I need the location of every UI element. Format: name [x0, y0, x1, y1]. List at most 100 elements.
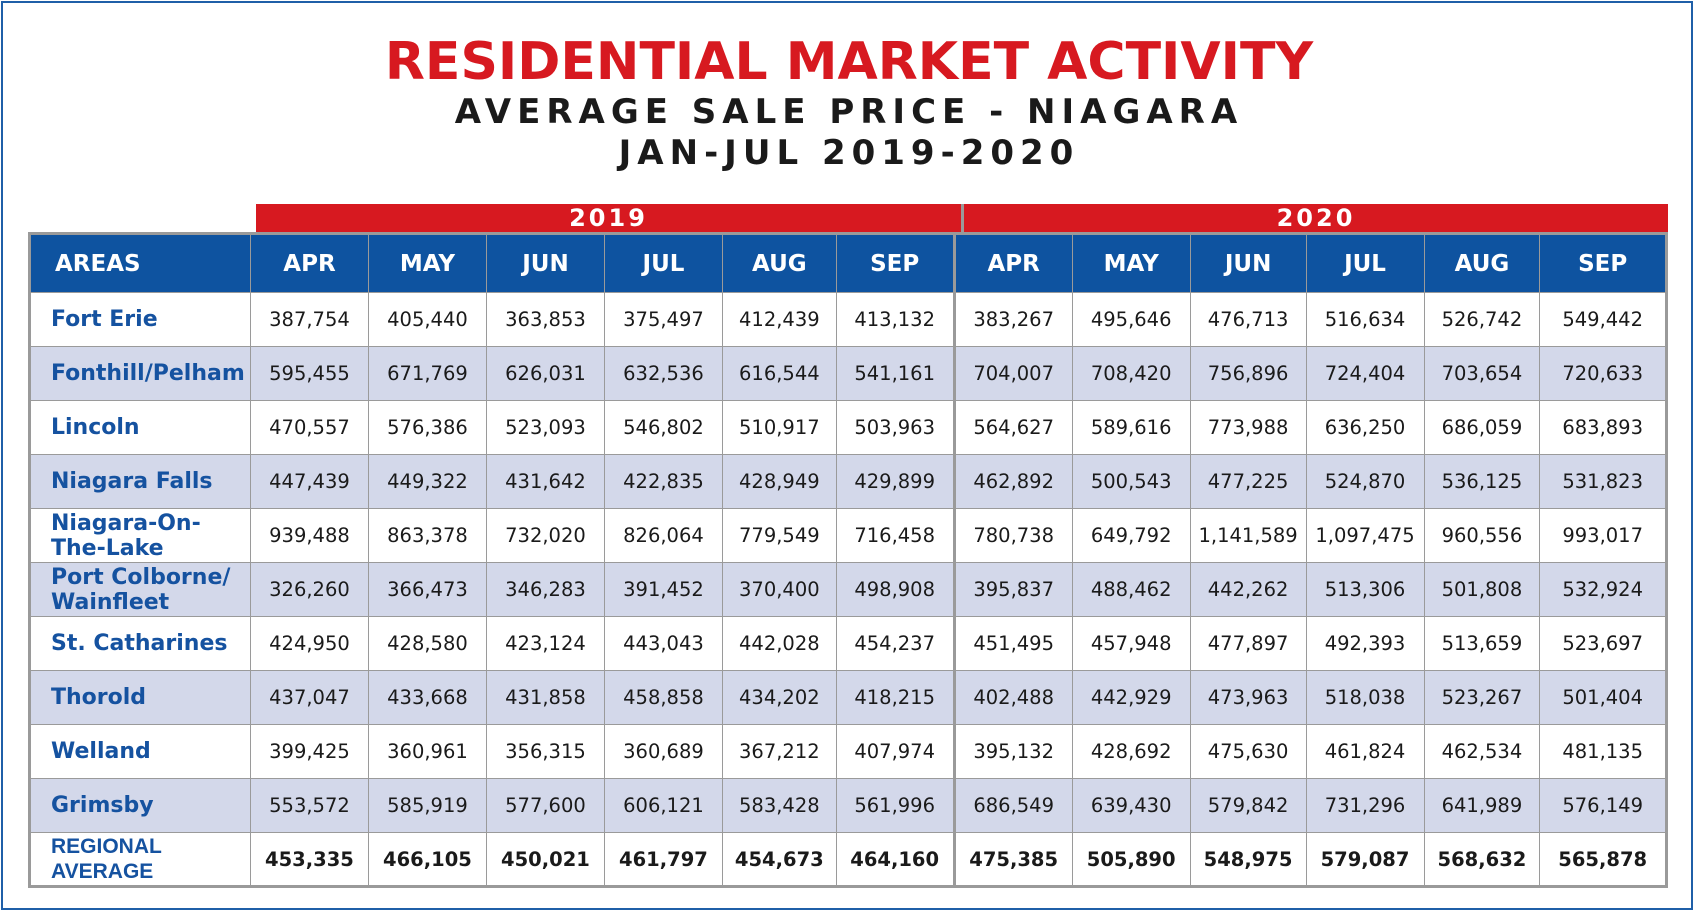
price-cell-2019-aug: 370,400	[721, 562, 837, 617]
price-cell-2020-aug: 526,742	[1423, 292, 1541, 347]
price-cell-2020-may: 589,616	[1071, 400, 1191, 455]
price-cell-2019-may: 366,473	[367, 562, 487, 617]
price-cell-2020-aug: 568,632	[1423, 832, 1541, 887]
price-cell-2020-jun: 475,630	[1189, 724, 1307, 779]
price-cell-2020-jun: 773,988	[1189, 400, 1307, 455]
price-cell-2019-may: 466,105	[367, 832, 487, 887]
price-cell-2019-apr: 595,455	[249, 346, 369, 401]
price-cell-2020-may: 500,543	[1071, 454, 1191, 509]
price-cell-2020-apr: 383,267	[953, 292, 1073, 347]
column-header-2020-apr: APR	[953, 233, 1073, 293]
price-cell-2020-sep: 532,924	[1539, 562, 1667, 617]
price-cell-2019-apr: 399,425	[249, 724, 369, 779]
price-cell-2020-jul: 518,038	[1305, 670, 1425, 725]
price-cell-2020-may: 649,792	[1071, 508, 1191, 563]
price-cell-2019-jul: 826,064	[603, 508, 723, 563]
price-cell-2020-may: 639,430	[1071, 778, 1191, 833]
price-cell-2019-aug: 442,028	[721, 616, 837, 671]
price-cell-2019-sep: 716,458	[835, 508, 956, 563]
area-name-cell: REGIONAL AVERAGE	[29, 832, 251, 887]
column-header-2019-jun: JUN	[485, 233, 605, 293]
table-row: Niagara-On-The-Lake 939,488 863,378 732,020…	[29, 508, 1667, 563]
price-cell-2020-sep: 720,633	[1539, 346, 1667, 401]
price-cell-2020-jul: 731,296	[1305, 778, 1425, 833]
price-cell-2019-apr: 424,950	[249, 616, 369, 671]
price-cell-2019-jun: 356,315	[485, 724, 605, 779]
price-cell-2019-jun: 450,021	[485, 832, 605, 887]
regional-average-row: REGIONAL AVERAGE 453,335 466,105 450,021 461…	[29, 832, 1667, 887]
price-cell-2020-jun: 477,897	[1189, 616, 1307, 671]
price-cell-2020-sep: 523,697	[1539, 616, 1667, 671]
price-cell-2020-sep: 565,878	[1539, 832, 1667, 887]
price-cell-2020-may: 708,420	[1071, 346, 1191, 401]
column-header-2020-jul: JUL	[1305, 233, 1425, 293]
price-cell-2019-apr: 939,488	[249, 508, 369, 563]
price-cell-2020-apr: 395,837	[953, 562, 1073, 617]
price-cell-2019-sep: 541,161	[835, 346, 956, 401]
table-row: St. Catharines 424,950 428,580 423,124 443,0…	[29, 616, 1667, 671]
price-cell-2019-sep: 418,215	[835, 670, 956, 725]
price-cell-2020-jul: 516,634	[1305, 292, 1425, 347]
price-cell-2019-jun: 423,124	[485, 616, 605, 671]
areas-column-header: AREAS	[29, 233, 251, 293]
price-cell-2020-apr: 395,132	[953, 724, 1073, 779]
price-cell-2019-aug: 454,673	[721, 832, 837, 887]
area-name-cell: Welland	[29, 724, 251, 779]
price-cell-2019-may: 863,378	[367, 508, 487, 563]
price-cell-2020-apr: 704,007	[953, 346, 1073, 401]
price-cell-2019-jun: 431,642	[485, 454, 605, 509]
price-cell-2019-aug: 779,549	[721, 508, 837, 563]
price-cell-2020-may: 505,890	[1071, 832, 1191, 887]
price-cell-2019-sep: 429,899	[835, 454, 956, 509]
area-name-cell: Niagara Falls	[29, 454, 251, 509]
price-cell-2020-jun: 756,896	[1189, 346, 1307, 401]
price-cell-2019-jul: 606,121	[603, 778, 723, 833]
chart-title: RESIDENTIAL MARKET ACTIVITY	[384, 32, 1314, 92]
year-header-2020: 2020	[964, 204, 1668, 232]
price-cell-2020-apr: 780,738	[953, 508, 1073, 563]
price-cell-2019-apr: 453,335	[249, 832, 369, 887]
price-cell-2020-sep: 531,823	[1539, 454, 1667, 509]
price-cell-2020-may: 495,646	[1071, 292, 1191, 347]
column-header-2019-jul: JUL	[603, 233, 723, 293]
chart-subtitle: AVERAGE SALE PRICE - NIAGARA	[454, 92, 1244, 132]
price-cell-2020-apr: 451,495	[953, 616, 1073, 671]
price-cell-2019-aug: 412,439	[721, 292, 837, 347]
price-cell-2019-jun: 363,853	[485, 292, 605, 347]
area-name-cell: Niagara-On-The-Lake	[29, 508, 251, 563]
price-cell-2019-apr: 470,557	[249, 400, 369, 455]
price-cell-2019-jul: 632,536	[603, 346, 723, 401]
price-cell-2019-jul: 546,802	[603, 400, 723, 455]
price-cell-2019-aug: 583,428	[721, 778, 837, 833]
price-cell-2019-jun: 523,093	[485, 400, 605, 455]
price-cell-2020-jul: 636,250	[1305, 400, 1425, 455]
price-cell-2019-may: 433,668	[367, 670, 487, 725]
price-cell-2019-aug: 428,949	[721, 454, 837, 509]
price-cell-2019-sep: 454,237	[835, 616, 956, 671]
price-cell-2019-sep: 413,132	[835, 292, 956, 347]
price-cell-2019-may: 671,769	[367, 346, 487, 401]
price-cell-2020-apr: 462,892	[953, 454, 1073, 509]
price-cell-2020-may: 488,462	[1071, 562, 1191, 617]
price-cell-2019-may: 360,961	[367, 724, 487, 779]
price-cell-2020-sep: 481,135	[1539, 724, 1667, 779]
price-cell-2019-jul: 360,689	[603, 724, 723, 779]
price-cell-2019-jul: 458,858	[603, 670, 723, 725]
column-header-2020-jun: JUN	[1189, 233, 1307, 293]
area-name-cell: Lincoln	[29, 400, 251, 455]
price-cell-2020-apr: 402,488	[953, 670, 1073, 725]
price-cell-2020-sep: 993,017	[1539, 508, 1667, 563]
price-cell-2020-aug: 501,808	[1423, 562, 1541, 617]
column-header-2020-sep: SEP	[1539, 233, 1667, 293]
price-cell-2019-may: 576,386	[367, 400, 487, 455]
price-cell-2019-may: 405,440	[367, 292, 487, 347]
price-cell-2020-may: 442,929	[1071, 670, 1191, 725]
price-cell-2020-may: 428,692	[1071, 724, 1191, 779]
table-row: Thorold 437,047 433,668 431,858 458,858 434,2…	[29, 670, 1667, 725]
area-name-cell: Thorold	[29, 670, 251, 725]
price-cell-2020-jul: 1,097,475	[1305, 508, 1425, 563]
price-cell-2019-sep: 498,908	[835, 562, 956, 617]
price-cell-2019-aug: 510,917	[721, 400, 837, 455]
table-row: Fort Erie 387,754 405,440 363,853 375,497 412…	[29, 292, 1667, 347]
